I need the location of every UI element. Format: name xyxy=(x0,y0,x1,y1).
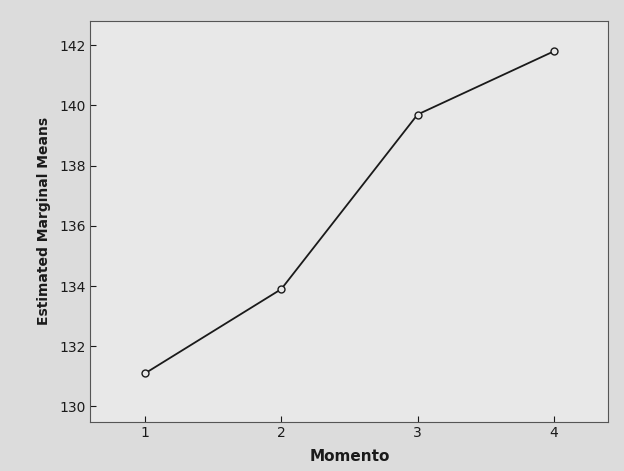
X-axis label: Momento: Momento xyxy=(310,449,389,464)
Y-axis label: Estimated Marginal Means: Estimated Marginal Means xyxy=(37,117,51,325)
